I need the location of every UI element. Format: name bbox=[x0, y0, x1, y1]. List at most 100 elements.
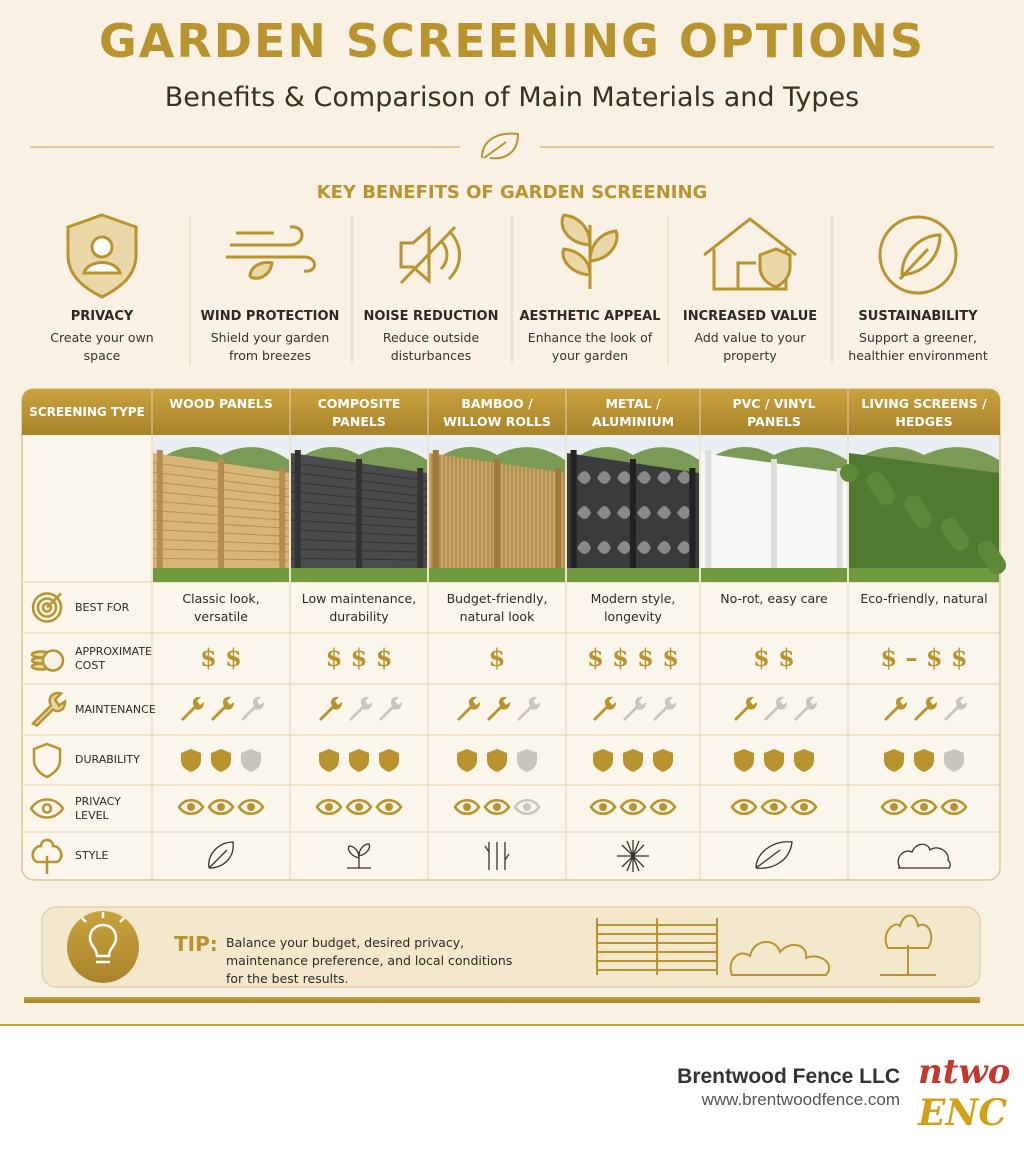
post bbox=[630, 459, 636, 568]
icon-part bbox=[325, 803, 333, 811]
rating-icon bbox=[794, 696, 817, 721]
rating-icon bbox=[764, 696, 787, 721]
icon-part bbox=[187, 803, 195, 811]
rating-icon bbox=[315, 799, 343, 815]
rating-icon bbox=[619, 799, 647, 815]
rating-icon bbox=[593, 749, 613, 772]
icon-part bbox=[463, 803, 471, 811]
rating-icon bbox=[914, 696, 937, 721]
rating-icon bbox=[649, 799, 677, 815]
icon-part bbox=[593, 696, 616, 721]
benefit-description: Reduce outside disturbances bbox=[382, 330, 480, 363]
icon-part bbox=[884, 696, 907, 721]
row-label: PRIVACY LEVEL bbox=[75, 794, 121, 822]
website: www.brentwoodfence.com bbox=[701, 1090, 900, 1109]
post bbox=[218, 459, 224, 568]
rating-icon bbox=[241, 696, 264, 721]
icon-part bbox=[770, 803, 778, 811]
post bbox=[417, 468, 424, 568]
icon-part bbox=[90, 235, 114, 259]
rating-icon bbox=[914, 749, 934, 772]
icon-part bbox=[349, 749, 369, 772]
row-icon bbox=[32, 742, 62, 779]
icon-part bbox=[226, 225, 316, 273]
benefit-icon bbox=[560, 213, 619, 289]
icon-part bbox=[208, 841, 234, 869]
icon-part bbox=[884, 749, 904, 772]
company: Brentwood Fence LLC bbox=[677, 1065, 900, 1088]
icon-part bbox=[730, 799, 758, 815]
icon-part bbox=[181, 696, 204, 721]
icon-part bbox=[31, 838, 63, 874]
icon-part bbox=[241, 696, 264, 721]
rating-icon bbox=[211, 696, 234, 721]
rating-icon bbox=[884, 749, 904, 772]
rating-icon bbox=[513, 799, 541, 815]
benefit-description: Add value to your property bbox=[694, 330, 806, 363]
grass bbox=[291, 564, 427, 582]
icon-part bbox=[483, 799, 511, 815]
icon-part bbox=[241, 749, 261, 772]
icon-part bbox=[914, 749, 934, 772]
style-icon bbox=[484, 842, 510, 870]
post bbox=[432, 450, 439, 568]
leaves bbox=[840, 464, 858, 482]
fence-photo bbox=[701, 435, 847, 582]
icon-part bbox=[944, 696, 967, 721]
subtitle: Benefits & Comparison of Main Materials … bbox=[164, 82, 860, 113]
fence-photo bbox=[290, 435, 428, 582]
row-label: BEST FOR bbox=[75, 600, 130, 614]
pattern bbox=[577, 541, 591, 554]
rating-icon bbox=[623, 696, 646, 721]
icon-part bbox=[31, 592, 63, 623]
row-icon bbox=[31, 838, 63, 874]
icon-part bbox=[453, 799, 481, 815]
pattern bbox=[637, 471, 651, 484]
row-icon bbox=[29, 798, 65, 819]
icon-part bbox=[345, 799, 373, 815]
icon-part bbox=[649, 799, 677, 815]
column-name: PVC / VINYL PANELS bbox=[732, 396, 816, 429]
icon-part bbox=[82, 261, 122, 275]
icon-part bbox=[517, 749, 537, 772]
column-name: COMPOSITE PANELS bbox=[317, 396, 401, 429]
icon-part bbox=[493, 803, 501, 811]
rating-icon bbox=[483, 799, 511, 815]
icon-part bbox=[760, 799, 788, 815]
leaves bbox=[941, 518, 959, 536]
pattern bbox=[617, 541, 631, 554]
icon-part bbox=[794, 749, 814, 772]
icon-part bbox=[379, 749, 399, 772]
icon-part bbox=[794, 696, 817, 721]
benefit-icon bbox=[226, 225, 316, 280]
rating-icon bbox=[653, 696, 676, 721]
benefit-title: INCREASED VALUE bbox=[682, 309, 818, 324]
benefit-title: AESTHETIC APPEAL bbox=[519, 309, 661, 324]
icon-part bbox=[517, 696, 540, 721]
icon-part bbox=[46, 592, 62, 609]
grass bbox=[849, 564, 999, 582]
cost: $ bbox=[488, 643, 506, 672]
pattern bbox=[637, 506, 651, 519]
pattern bbox=[617, 506, 631, 519]
leaf-icon bbox=[481, 132, 520, 160]
tip-illustration bbox=[596, 914, 936, 976]
rating-icon bbox=[760, 799, 788, 815]
icon-part bbox=[248, 261, 274, 280]
rating-icon bbox=[623, 749, 643, 772]
title: GARDEN SCREENING OPTIONS bbox=[99, 14, 925, 68]
style-icon bbox=[617, 840, 649, 872]
icon-part bbox=[487, 749, 507, 772]
post bbox=[836, 468, 843, 568]
rating-icon bbox=[517, 696, 540, 721]
pattern bbox=[637, 541, 651, 554]
fence-photo bbox=[840, 435, 1006, 582]
icon-part bbox=[315, 799, 343, 815]
column-name: WOOD PANELS bbox=[169, 396, 273, 411]
icon-part bbox=[399, 225, 431, 285]
icon-part bbox=[217, 803, 225, 811]
benefit-title: PRIVACY bbox=[70, 309, 134, 324]
icon-part bbox=[523, 803, 531, 811]
icon-part bbox=[764, 749, 784, 772]
